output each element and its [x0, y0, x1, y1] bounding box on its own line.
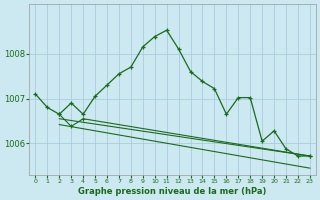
- X-axis label: Graphe pression niveau de la mer (hPa): Graphe pression niveau de la mer (hPa): [78, 187, 267, 196]
